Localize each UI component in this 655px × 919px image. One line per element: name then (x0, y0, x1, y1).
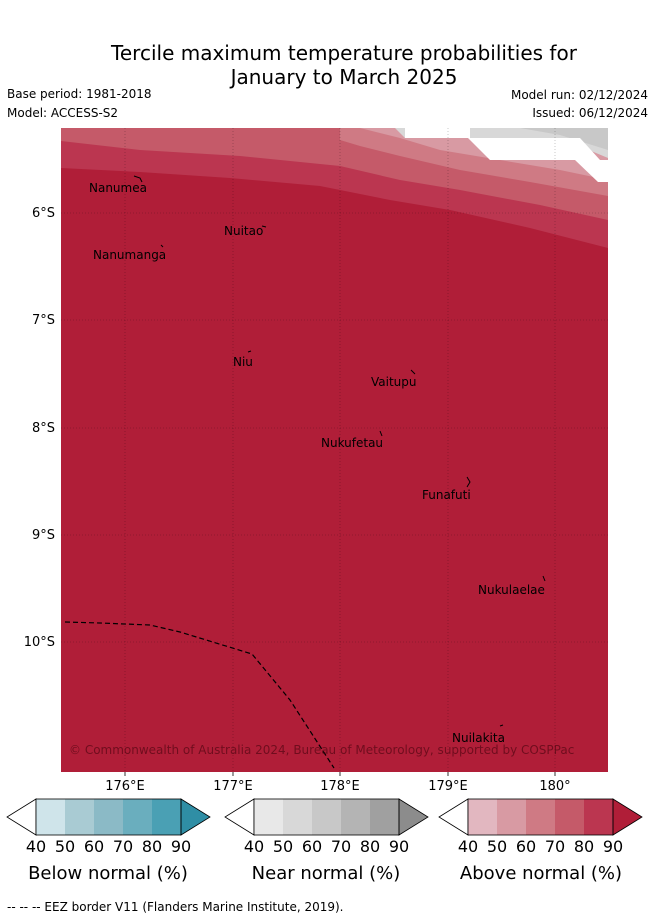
coast-niu (247, 350, 252, 353)
colorbar-below-normal (6, 798, 211, 836)
coast-nuitao (261, 225, 267, 228)
near-normal-region-2 (520, 128, 608, 150)
coast-funafuti (466, 476, 471, 488)
colorbar-below-segment (36, 799, 65, 835)
model-run: Model run: 02/12/2024 (510, 88, 648, 102)
coast-nukufetau (379, 430, 383, 437)
coast-nukulaelae (542, 575, 546, 582)
colorbar-above-segment (584, 799, 613, 835)
island-label-nuilakita: Nuilakita (452, 731, 505, 745)
colorbar-above-tick-label: 80 (573, 837, 595, 856)
colorbar-near-tick-label: 40 (243, 837, 265, 856)
colorbar-above-max-extend (612, 798, 643, 836)
eez-border-line (64, 621, 335, 769)
lon-label-176e: 176°E (105, 779, 145, 794)
island-label-nukulaelae: Nukulaelae (478, 583, 545, 597)
colorbar-above-tick-label: 50 (486, 837, 508, 856)
colorbar-below-tick-label: 40 (25, 837, 47, 856)
island-label-nanumanga: Nanumanga (93, 248, 167, 262)
colorbar-near-outline (253, 798, 400, 836)
colorbar-near-segment (341, 799, 370, 835)
colorbar-above-outline (467, 798, 614, 836)
colorbar-near-normal (224, 798, 429, 836)
copyright-notice: © Commonwealth of Australia 2024, Bureau… (69, 743, 575, 757)
colorbar-above-segment (497, 799, 526, 835)
probability-field (61, 128, 608, 772)
above-90-region (61, 128, 608, 772)
colorbar-title-near: Near normal (%) (251, 863, 401, 884)
coast-nanumanga (160, 244, 164, 248)
colorbar-below-segment (65, 799, 94, 835)
colorbar-above-tick-label: 70 (544, 837, 566, 856)
colorbar-below-tick-label: 90 (170, 837, 192, 856)
colorbar-title-below: Below normal (%) (28, 863, 188, 884)
lon-label-178e: 178°E (320, 779, 360, 794)
colorbar-below-min-extend (6, 798, 37, 836)
colorbar-above-min-extend (438, 798, 469, 836)
eez-legend: -- -- -- EEZ border V11 (Flanders Marine… (7, 900, 344, 914)
lat-label-6s: 6°S (31, 206, 55, 221)
colorbar-above-tick-label: 60 (515, 837, 537, 856)
colorbar-above-tick-label: 90 (602, 837, 624, 856)
colorbar-above-normal (438, 798, 643, 836)
coastlines (133, 175, 546, 727)
colorbar-near-segment (370, 799, 399, 835)
colorbar-near-segment (312, 799, 341, 835)
colorbar-near-tick-label: 90 (388, 837, 410, 856)
coast-nuilakita (499, 724, 504, 727)
colorbar-below-segment (152, 799, 181, 835)
graticule (61, 128, 608, 772)
colorbar-above-segment (468, 799, 497, 835)
colorbar-near-max-extend (398, 798, 429, 836)
colorbar-above-segment (526, 799, 555, 835)
title-line-2: January to March 2025 (230, 65, 458, 89)
lon-label-177e: 177°E (213, 779, 253, 794)
title-line-1: Tercile maximum temperature probabilitie… (111, 41, 577, 65)
island-label-nukufetau: Nukufetau (321, 436, 384, 450)
coast-nanumea (133, 175, 143, 183)
colorbar-near-tick-label: 50 (272, 837, 294, 856)
island-label-funafuti: Funafuti (422, 488, 471, 502)
colorbar-above-segment (555, 799, 584, 835)
coast-vaitupu (410, 369, 416, 375)
lat-label-8s: 8°S (31, 421, 55, 436)
colorbar-below-tick-label: 60 (83, 837, 105, 856)
colorbar-below-outline (35, 798, 182, 836)
base-period: Base period: 1981-2018 (7, 87, 152, 101)
island-label-niu: Niu (233, 355, 253, 369)
colorbar-near-tick-label: 80 (359, 837, 381, 856)
no-data-gap (405, 128, 470, 138)
island-label-nanumea: Nanumea (89, 181, 147, 195)
colorbar-below-tick-label: 80 (141, 837, 163, 856)
issued-date: Issued: 06/12/2024 (532, 106, 648, 120)
axis-ticks (124, 772, 556, 776)
colorbar-near-segment (283, 799, 312, 835)
colorbar-near-tick-label: 60 (301, 837, 323, 856)
colorbars (6, 798, 643, 836)
colorbar-below-max-extend (180, 798, 211, 836)
lat-label-10s: 10°S (23, 635, 55, 650)
colorbar-near-min-extend (224, 798, 255, 836)
colorbar-title-above: Above normal (%) (459, 863, 623, 884)
colorbar-below-segment (123, 799, 152, 835)
colorbar-near-tick-label: 70 (330, 837, 352, 856)
no-data-gap-2 (468, 138, 608, 182)
island-label-nuitao: Nuitao (224, 224, 264, 238)
colorbar-below-tick-label: 70 (112, 837, 134, 856)
map-title: Tercile maximum temperature probabilitie… (0, 41, 655, 89)
colorbar-below-segment (94, 799, 123, 835)
lat-label-9s: 9°S (31, 528, 55, 543)
colorbar-near-segment (254, 799, 283, 835)
lon-label-180: 180° (539, 779, 571, 794)
lat-label-7s: 7°S (31, 313, 55, 328)
colorbar-below-tick-label: 50 (54, 837, 76, 856)
lon-label-179e: 179°E (428, 779, 468, 794)
colorbar-above-tick-label: 40 (457, 837, 479, 856)
island-label-vaitupu: Vaitupu (371, 375, 417, 389)
model-name: Model: ACCESS-S2 (7, 106, 119, 120)
